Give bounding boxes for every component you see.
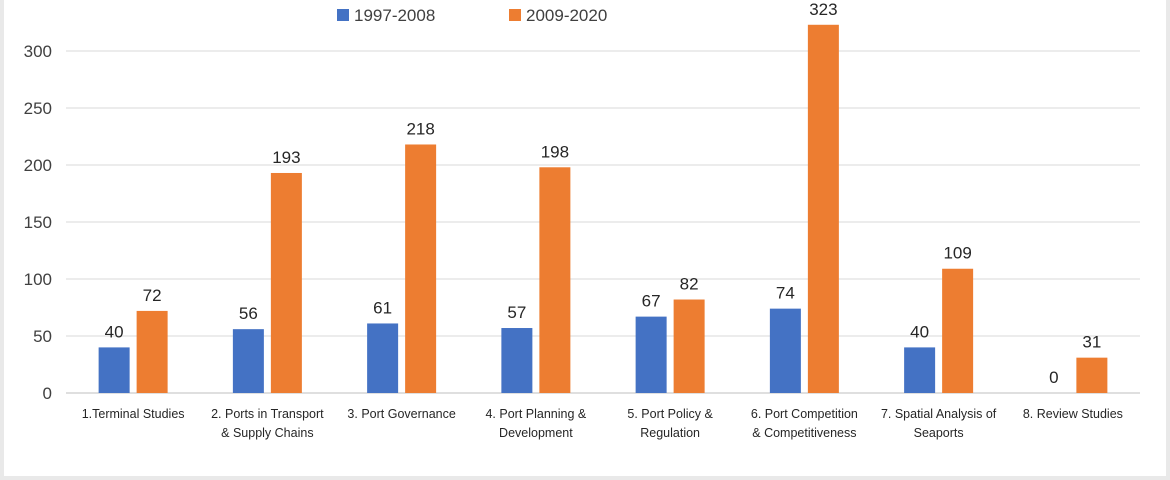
value-label: 40 [105,322,124,341]
category-label: Seaports [914,426,964,440]
category-label: 8. Review Studies [1023,407,1123,421]
value-label: 31 [1082,333,1101,352]
value-label: 57 [507,303,526,322]
y-tick-label: 150 [24,213,52,232]
value-label: 0 [1049,368,1058,387]
y-tick-label: 300 [24,42,52,61]
value-label: 61 [373,298,392,317]
bar-2009-2020-1 [136,310,168,393]
category-label: 4. Port Planning & [485,407,586,421]
category-label: Development [499,426,573,440]
y-tick-label: 200 [24,156,52,175]
bar-1997-2008-5 [635,316,667,393]
category-label: 1.Terminal Studies [82,407,185,421]
value-label: 82 [680,275,699,294]
legend-label: 1997-2008 [354,6,435,25]
category-label: 7. Spatial Analysis of [881,407,997,421]
bar-2009-2020-2 [270,172,302,393]
value-labels: 40 72 56 193 61 218 57 198 67 82 74 323 40 109 0 31 [105,0,1102,387]
bar-1997-2008-4 [501,328,533,393]
grouped-bar-chart: 0 50 100 150 200 250 300 350 40 72 56 193 61 218 57 19… [24,0,1140,440]
value-label: 193 [272,148,300,167]
category-label: & Supply Chains [221,426,313,440]
category-label: 5. Port Policy & [627,407,713,421]
value-label: 74 [776,284,795,303]
value-label: 198 [541,142,569,161]
bar-1997-2008-7 [904,347,936,393]
bar-2009-2020-7 [942,268,974,393]
x-axis-categories: 1.Terminal Studies 2. Ports in Transport &… [82,407,1123,440]
value-label: 67 [642,292,661,311]
value-label: 323 [809,0,837,19]
bar-1997-2008-1 [98,347,130,393]
category-label: 2. Ports in Transport [211,407,324,421]
bar-2009-2020-4 [539,167,571,393]
bar-2009-2020-3 [405,144,437,393]
bar-1997-2008-6 [769,308,801,393]
legend-label: 2009-2020 [526,6,607,25]
legend-swatch [337,9,349,21]
bar-2009-2020-5 [673,299,705,393]
gridlines [66,50,1140,394]
value-label: 40 [910,322,929,341]
bar-1997-2008-3 [367,323,399,393]
category-label: Regulation [640,426,700,440]
value-label: 218 [406,119,434,138]
value-label: 72 [143,286,162,305]
value-label: 56 [239,304,258,323]
category-label: 3. Port Governance [347,407,455,421]
chart-frame: 0 50 100 150 200 250 300 350 40 72 56 193 61 218 57 19… [4,0,1166,476]
y-tick-label: 250 [24,99,52,118]
y-tick-label: 50 [33,327,52,346]
y-tick-label: 350 [24,0,52,4]
category-label: 6. Port Competition [751,407,858,421]
y-axis-ticks: 0 50 100 150 200 250 300 350 [24,0,52,403]
bar-2009-2020-6 [807,24,839,394]
y-tick-label: 100 [24,270,52,289]
bar-2009-2020-8 [1076,357,1108,393]
y-tick-label: 0 [43,384,52,403]
bar-1997-2008-2 [232,329,264,393]
bars [98,24,1108,394]
legend: 1997-2008 2009-2020 [337,6,607,25]
legend-swatch [509,9,521,21]
category-label: & Competitiveness [752,426,856,440]
value-label: 109 [943,244,971,263]
